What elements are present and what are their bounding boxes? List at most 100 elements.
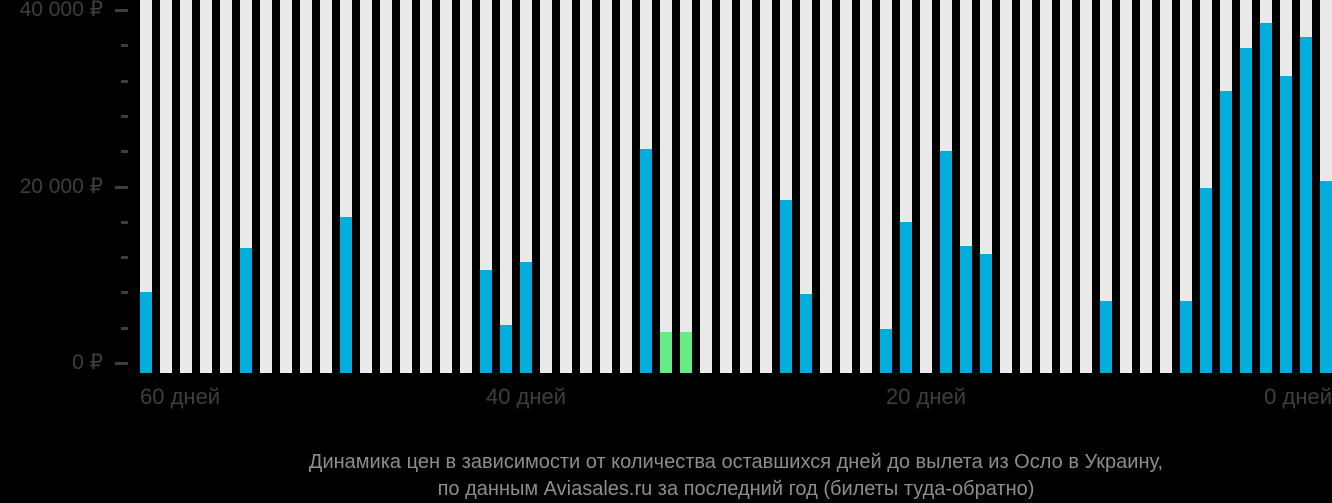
price-bar-day-6[interactable] <box>1200 188 1212 373</box>
price-bar-day-26[interactable] <box>800 294 812 373</box>
price-bar-day-54[interactable] <box>240 248 252 373</box>
bar-track-day-18 <box>960 0 972 373</box>
chart-title-line2: по данным Aviasales.ru за последний год … <box>437 478 1035 500</box>
x-axis-label-20: 20 дней <box>885 384 967 409</box>
bar-track-day-23 <box>860 0 872 373</box>
price-bar-day-41[interactable] <box>500 325 512 373</box>
y-axis-label: 40 000 ₽ <box>19 0 103 21</box>
bar-track-day-26 <box>800 0 812 373</box>
price-bar-day-22[interactable] <box>880 329 892 373</box>
bar-track-day-5 <box>1220 0 1232 373</box>
price-bar-day-42[interactable] <box>480 270 492 373</box>
bar-track-day-54 <box>240 0 252 373</box>
bar-track-day-34 <box>640 0 652 373</box>
price-bar-day-21[interactable] <box>900 221 912 373</box>
bar-track-day-56 <box>200 0 212 373</box>
bar-track-day-1 <box>1300 0 1312 373</box>
price-bar-day-19[interactable] <box>940 151 952 373</box>
bar-track-day-28 <box>760 0 772 373</box>
y-axis-tick-minor <box>121 326 128 330</box>
y-axis-label: 20 000 ₽ <box>19 174 103 198</box>
price-bar-day-0[interactable] <box>1320 181 1332 373</box>
chart-title: Динамика цен в зависимости от количества… <box>140 449 1332 503</box>
bar-track-day-33 <box>660 0 672 373</box>
bar-track-day-12 <box>1080 0 1092 373</box>
bar-track-day-13 <box>1060 0 1072 373</box>
price-bar-day-40[interactable] <box>520 261 532 373</box>
bar-track-day-46 <box>400 0 412 373</box>
y-axis-tick-major <box>115 362 128 365</box>
bar-track-day-30 <box>720 0 732 373</box>
bar-track-day-53 <box>260 0 272 373</box>
bar-track-day-21 <box>900 0 912 373</box>
bar-track-day-57 <box>180 0 192 373</box>
price-bar-day-27[interactable] <box>780 199 792 373</box>
bar-track-day-25 <box>820 0 832 373</box>
bar-track-day-35 <box>620 0 632 373</box>
price-bar-day-33[interactable] <box>660 332 672 373</box>
bar-track-day-31 <box>700 0 712 373</box>
bar-track-day-15 <box>1020 0 1032 373</box>
bar-track-day-47 <box>380 0 392 373</box>
bar-track-day-38 <box>560 0 572 373</box>
price-bar-day-1[interactable] <box>1300 37 1312 373</box>
y-axis-tick-minor <box>121 114 128 118</box>
bar-track-day-16 <box>1000 0 1012 373</box>
bar-track-day-20 <box>920 0 932 373</box>
bar-track-day-2 <box>1280 0 1292 373</box>
bar-track-day-32 <box>680 0 692 373</box>
y-axis-tick-major <box>115 185 128 189</box>
bar-track-day-8 <box>1160 0 1172 373</box>
bar-track-day-42 <box>480 0 492 373</box>
bar-track-day-9 <box>1140 0 1152 373</box>
bar-track-day-10 <box>1120 0 1132 373</box>
bar-track-day-36 <box>600 0 612 373</box>
bar-track-day-45 <box>420 0 432 373</box>
x-axis-label-40: 40 дней <box>485 384 567 409</box>
bar-track-day-48 <box>360 0 372 373</box>
y-axis-tick-minor <box>121 150 128 154</box>
bar-track-day-39 <box>540 0 552 373</box>
y-axis-tick-minor <box>121 291 128 295</box>
bar-track-day-29 <box>740 0 752 373</box>
bar-track-day-52 <box>280 0 292 373</box>
price-bar-day-3[interactable] <box>1260 23 1272 373</box>
price-bar-day-2[interactable] <box>1280 76 1292 373</box>
price-bar-day-18[interactable] <box>960 245 972 373</box>
bar-track-day-6 <box>1200 0 1212 373</box>
price-bar-day-49[interactable] <box>340 217 352 373</box>
bar-track-day-44 <box>440 0 452 373</box>
price-bar-day-5[interactable] <box>1220 91 1232 373</box>
bar-track-day-17 <box>980 0 992 373</box>
y-axis-tick-minor <box>121 44 128 48</box>
bar-track-day-59 <box>140 0 152 373</box>
price-bar-day-11[interactable] <box>1100 301 1112 373</box>
bar-track-day-4 <box>1240 0 1252 373</box>
bar-track-day-14 <box>1040 0 1052 373</box>
bar-track-day-40 <box>520 0 532 373</box>
y-axis-tick-minor <box>121 220 128 224</box>
bar-track-day-24 <box>840 0 852 373</box>
price-bar-day-34[interactable] <box>640 148 652 373</box>
bar-track-day-37 <box>580 0 592 373</box>
y-axis-label: 0 ₽ <box>72 351 103 374</box>
bar-track-day-7 <box>1180 0 1192 373</box>
bar-track-day-11 <box>1100 0 1112 373</box>
price-bar-day-4[interactable] <box>1240 47 1252 373</box>
y-axis-tick-major <box>115 9 128 12</box>
x-axis-label-0: 0 дней <box>1264 384 1332 409</box>
x-axis-label-60: 60 дней <box>140 384 221 409</box>
bar-track-day-55 <box>220 0 232 373</box>
bar-track-day-51 <box>300 0 312 373</box>
bar-track-day-19 <box>940 0 952 373</box>
bar-track-day-22 <box>880 0 892 373</box>
price-bar-day-59[interactable] <box>140 292 152 373</box>
price-bar-day-7[interactable] <box>1180 301 1192 373</box>
price-bar-day-17[interactable] <box>980 254 992 373</box>
y-axis-tick-minor <box>121 256 128 260</box>
bar-track-day-0 <box>1320 0 1332 373</box>
price-bar-day-32[interactable] <box>680 332 692 373</box>
bar-track-day-50 <box>320 0 332 373</box>
bar-track-day-58 <box>160 0 172 373</box>
